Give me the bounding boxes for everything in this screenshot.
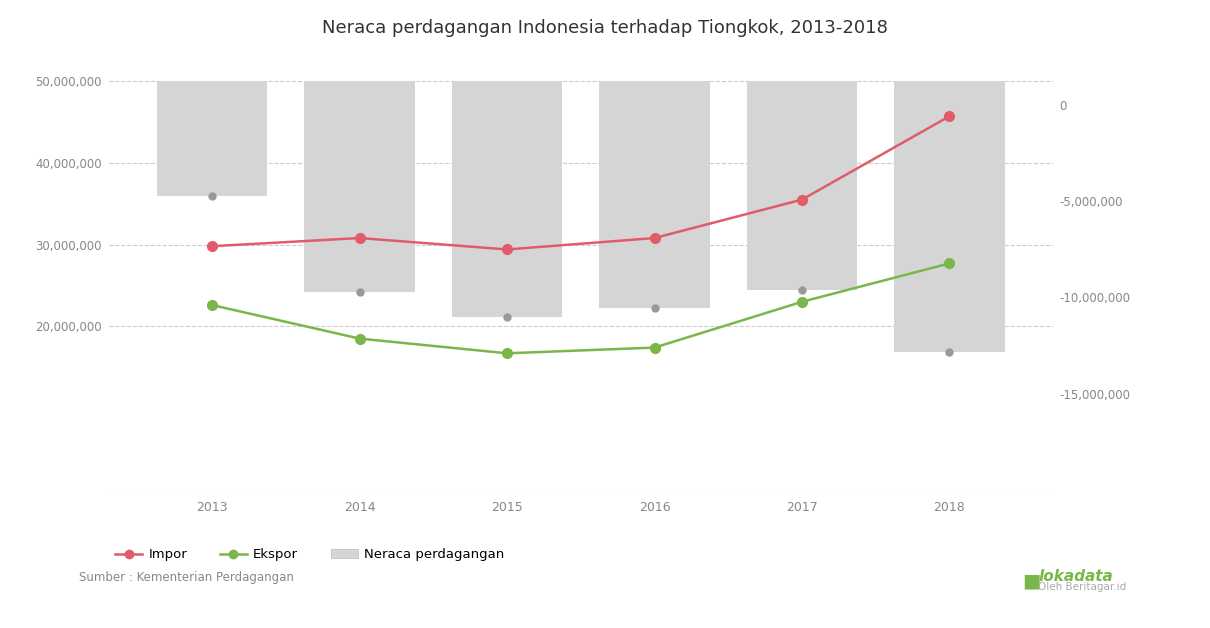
Impor [352, 234, 367, 242]
Line: Ekspor: Ekspor [207, 259, 955, 358]
Text: ■: ■ [1022, 571, 1041, 590]
Ekspor [500, 350, 514, 357]
Ekspor [204, 301, 219, 309]
Bar [894, 81, 1004, 352]
Impor [943, 112, 957, 120]
Bar [451, 81, 563, 317]
Line: Impor: Impor [207, 111, 955, 254]
Ekspor [352, 335, 367, 342]
Ekspor [943, 259, 957, 267]
Text: lokadata: lokadata [1038, 569, 1113, 584]
Impor [500, 246, 514, 253]
Bar [304, 81, 415, 292]
Ekspor [647, 344, 662, 351]
Legend: Impor, Ekspor, Neraca perdagangan: Impor, Ekspor, Neraca perdagangan [115, 548, 505, 561]
Impor [647, 234, 662, 242]
Ekspor [795, 298, 809, 306]
Bar [747, 81, 858, 290]
Bar [157, 81, 267, 195]
Text: Oleh Beritagar.id: Oleh Beritagar.id [1038, 582, 1127, 592]
Bar [599, 81, 710, 308]
Text: Neraca perdagangan Indonesia terhadap Tiongkok, 2013-2018: Neraca perdagangan Indonesia terhadap Ti… [322, 19, 888, 37]
Text: Sumber : Kementerian Perdagangan: Sumber : Kementerian Perdagangan [79, 571, 294, 584]
Impor [795, 196, 809, 203]
Impor [204, 242, 219, 250]
